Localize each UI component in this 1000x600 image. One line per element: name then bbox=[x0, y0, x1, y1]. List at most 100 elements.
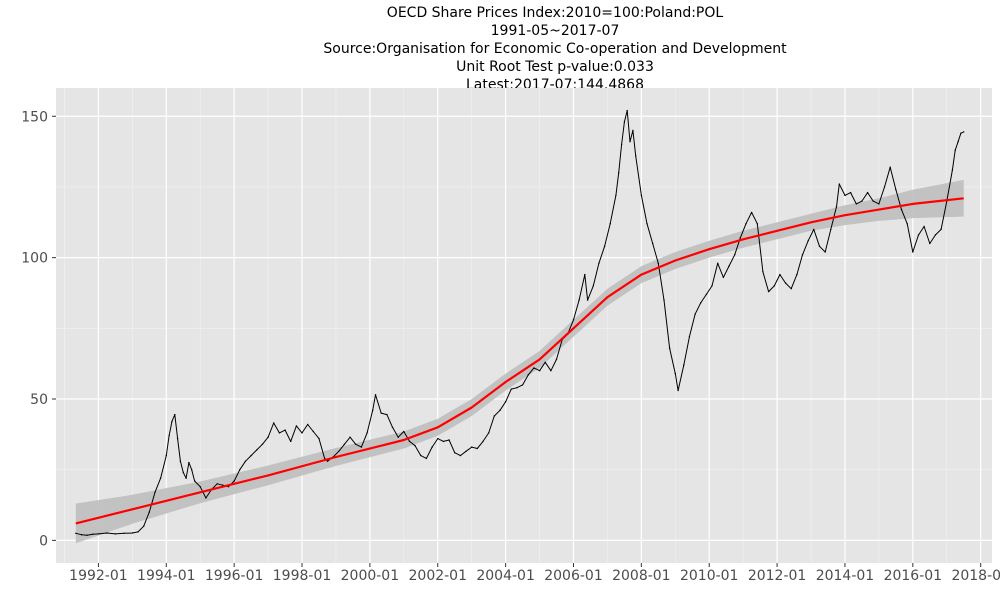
share-price-point bbox=[131, 532, 134, 534]
x-tick-label: 2000-01 bbox=[341, 568, 400, 584]
y-tick-label: 0 bbox=[39, 533, 48, 549]
share-price-point bbox=[482, 440, 484, 443]
share-price-point bbox=[372, 409, 374, 411]
share-price-point bbox=[603, 245, 606, 247]
share-price-point bbox=[818, 245, 821, 247]
share-price-point bbox=[711, 285, 713, 287]
share-price-point bbox=[592, 285, 594, 287]
share-price-point bbox=[844, 194, 846, 197]
x-tick-label: 2004-01 bbox=[476, 568, 535, 584]
share-price-point bbox=[855, 203, 857, 205]
share-price-point bbox=[807, 240, 809, 242]
chart-title-line-3: Source:Organisation for Economic Co-oper… bbox=[323, 41, 787, 57]
share-price-point bbox=[448, 439, 450, 441]
series-lines bbox=[75, 109, 965, 536]
y-tick-label: 50 bbox=[30, 392, 48, 408]
share-price-point bbox=[620, 143, 623, 146]
x-tick-label: 2014-01 bbox=[816, 568, 875, 584]
share-price-point bbox=[295, 425, 298, 427]
share-price-point bbox=[835, 206, 838, 208]
share-price-point bbox=[878, 203, 880, 205]
share-price-point bbox=[762, 271, 764, 273]
share-price-point bbox=[917, 234, 920, 236]
share-price-point bbox=[154, 491, 156, 493]
share-price-point bbox=[750, 211, 753, 214]
share-price-point bbox=[683, 364, 685, 366]
share-price-point bbox=[86, 534, 88, 536]
share-price-point bbox=[199, 486, 201, 488]
share-price-point bbox=[801, 254, 804, 256]
share-price-point bbox=[767, 290, 770, 293]
share-price-point bbox=[397, 436, 399, 438]
share-price-point bbox=[572, 319, 575, 321]
share-price-point bbox=[250, 454, 252, 457]
share-price-point bbox=[934, 234, 937, 236]
share-price-point bbox=[386, 413, 388, 416]
share-price-point bbox=[97, 533, 100, 535]
share-price-point bbox=[80, 534, 83, 536]
share-price-point bbox=[635, 155, 637, 157]
share-price-point bbox=[722, 276, 725, 279]
share-price-point bbox=[114, 533, 117, 535]
x-tick-label: 2008-01 bbox=[612, 568, 671, 584]
share-price-point bbox=[705, 293, 708, 296]
share-price-point bbox=[233, 480, 235, 482]
share-price-point bbox=[182, 471, 184, 474]
chart-title-line-2: 1991-05~2017-07 bbox=[490, 23, 620, 39]
share-price-point bbox=[883, 186, 886, 188]
share-price-point bbox=[92, 533, 94, 535]
share-price-point bbox=[584, 273, 586, 276]
share-price-point bbox=[586, 299, 589, 301]
share-price-point bbox=[338, 450, 340, 452]
x-tick-label: 1996-01 bbox=[205, 568, 264, 584]
trend-confidence-band bbox=[75, 179, 964, 544]
share-price-point bbox=[640, 194, 643, 197]
share-price-point bbox=[872, 200, 874, 202]
share-price-point bbox=[951, 169, 954, 171]
share-price-point bbox=[688, 336, 691, 338]
share-price-point bbox=[403, 430, 405, 433]
share-price-point bbox=[355, 443, 357, 445]
share-price-point bbox=[278, 432, 281, 434]
share-price-point bbox=[420, 454, 422, 457]
share-price-point bbox=[756, 223, 758, 225]
share-price-point bbox=[912, 251, 914, 253]
x-tick-label: 2016-01 bbox=[884, 568, 943, 584]
share-price-point bbox=[476, 447, 478, 450]
share-price-point bbox=[343, 443, 346, 445]
share-price-point bbox=[205, 497, 207, 499]
share-price-point bbox=[179, 460, 182, 462]
share-price-point bbox=[504, 401, 507, 403]
x-tick-label: 2012-01 bbox=[748, 568, 807, 584]
share-price-point bbox=[632, 129, 634, 132]
share-price-point bbox=[176, 437, 179, 440]
share-price-point bbox=[521, 384, 524, 386]
share-price-point bbox=[75, 532, 77, 534]
share-price-point bbox=[284, 429, 286, 431]
share-price-point bbox=[866, 191, 869, 194]
share-price-point bbox=[366, 432, 368, 434]
share-price-point bbox=[629, 141, 631, 143]
share-price-point bbox=[784, 282, 787, 284]
share-price-point bbox=[728, 265, 730, 267]
share-price-point bbox=[349, 436, 351, 438]
share-price-point bbox=[940, 228, 942, 231]
share-price-point bbox=[148, 511, 150, 513]
share-price-point bbox=[318, 437, 320, 440]
share-price-point bbox=[957, 141, 959, 143]
y-tick-label: 100 bbox=[21, 251, 48, 267]
share-price-point bbox=[216, 483, 218, 485]
share-price-point bbox=[143, 525, 145, 527]
share-price-point bbox=[465, 450, 467, 452]
share-price-point bbox=[533, 367, 535, 369]
share-price-point bbox=[307, 423, 309, 426]
share-price-point bbox=[623, 121, 626, 123]
x-tick-label: 2002-01 bbox=[409, 568, 468, 584]
share-price-point bbox=[437, 437, 439, 440]
chart-title-line-1: OECD Share Prices Index:2010=100:Poland:… bbox=[386, 5, 724, 21]
share-price-point bbox=[646, 223, 648, 225]
x-tick-label: 1994-01 bbox=[137, 568, 196, 584]
share-price-point bbox=[544, 361, 546, 363]
share-price-point bbox=[488, 432, 490, 434]
share-price-point bbox=[171, 420, 173, 423]
